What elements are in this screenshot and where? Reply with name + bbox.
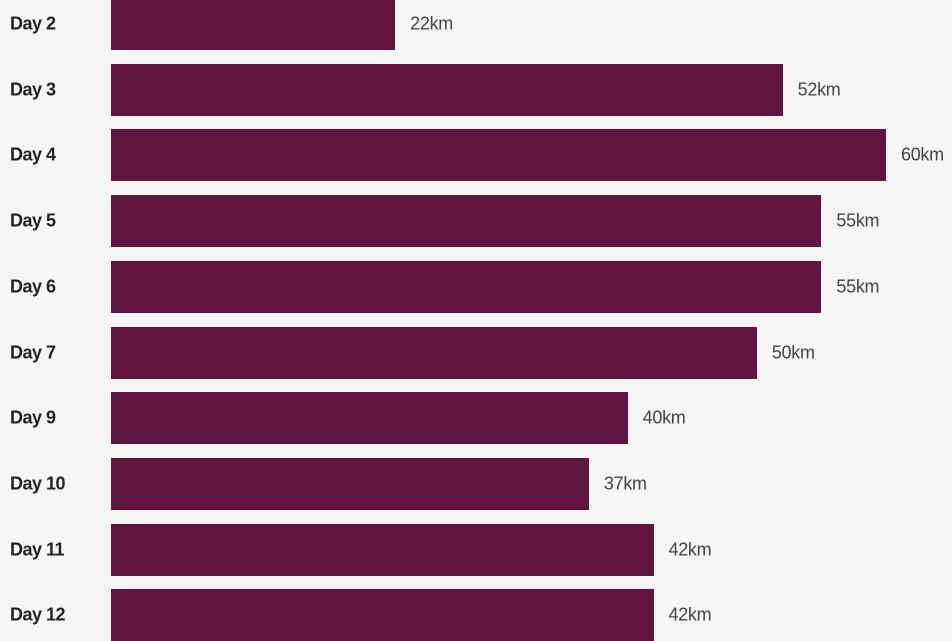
- value-label: 40km: [642, 407, 686, 428]
- value-label: 55km: [836, 276, 880, 297]
- bar: [111, 326, 757, 379]
- value-label: 42km: [668, 539, 712, 560]
- category-label: Day 3: [10, 79, 56, 100]
- bar: [111, 129, 886, 182]
- bar: [111, 392, 628, 445]
- category-label: Day 7: [10, 342, 56, 362]
- category-label: Day 10: [10, 473, 66, 494]
- value-label: 42km: [668, 604, 712, 625]
- category-label: Day 11: [10, 539, 65, 560]
- value-label: 50km: [771, 342, 815, 362]
- value-label: 22km: [410, 13, 453, 34]
- bar: [111, 589, 654, 641]
- bar: [111, 260, 822, 313]
- bar: [111, 195, 822, 248]
- value-label: 60km: [901, 144, 944, 165]
- bar: [111, 457, 589, 510]
- value-label: 52km: [797, 79, 841, 100]
- bar: [111, 0, 396, 50]
- bar: [111, 63, 783, 116]
- category-label: Day 12: [10, 604, 66, 625]
- category-label: Day 4: [10, 144, 56, 165]
- category-label: Day 6: [10, 276, 56, 297]
- category-label: Day 9: [10, 407, 56, 428]
- category-label: Day 2: [10, 13, 56, 34]
- category-label: Day 5: [10, 210, 56, 231]
- bar: [111, 523, 654, 576]
- value-label: 37km: [603, 473, 647, 494]
- value-label: 55km: [836, 210, 880, 231]
